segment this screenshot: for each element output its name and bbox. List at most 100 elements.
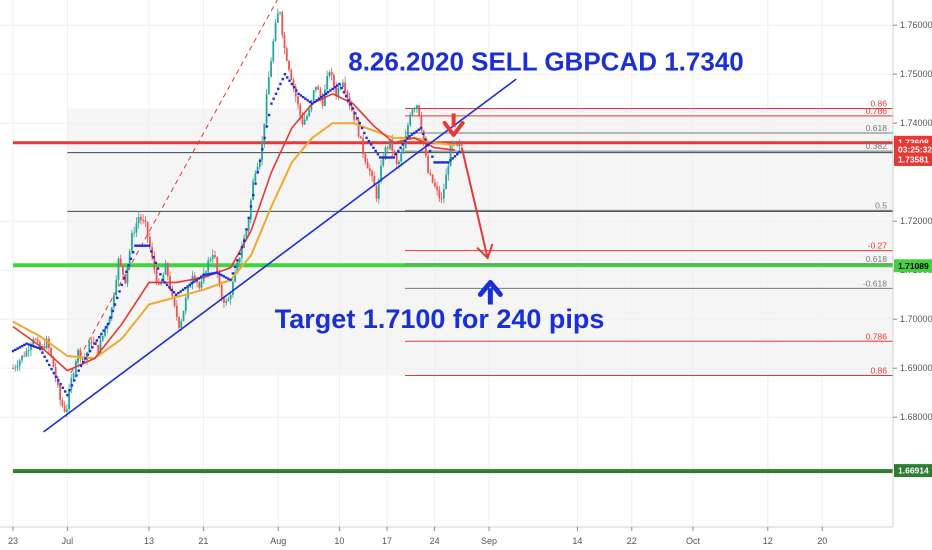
blue-dot bbox=[161, 278, 164, 282]
candle-body bbox=[36, 339, 39, 342]
blue-dot bbox=[48, 363, 51, 367]
time-axis[interactable]: 23 Jul 13 21 Aug 10 17 24 Sep 14 22 Oct 12 20 bbox=[0, 526, 932, 550]
candle-body bbox=[171, 289, 174, 297]
candle-body bbox=[77, 349, 79, 362]
price-axis[interactable]: 1.770001.760001.750001.740001.720001.710… bbox=[892, 0, 932, 550]
blue-dot bbox=[104, 326, 108, 329]
blue-dot bbox=[306, 99, 309, 102]
blue-dot bbox=[365, 136, 368, 140]
time-tick-label: Aug bbox=[270, 536, 286, 546]
blue-dot bbox=[347, 99, 350, 102]
candle-body bbox=[25, 350, 28, 357]
candle-body bbox=[220, 284, 223, 298]
candle-body bbox=[54, 366, 57, 379]
candle-body bbox=[285, 48, 288, 61]
candle-body bbox=[166, 263, 169, 277]
candle-body bbox=[288, 60, 290, 70]
blue-dot bbox=[456, 153, 459, 156]
blue-dot bbox=[61, 386, 65, 389]
blue-dot bbox=[107, 322, 110, 326]
candle-body bbox=[451, 142, 454, 146]
blue-dot bbox=[188, 283, 191, 287]
candle-body bbox=[292, 79, 295, 88]
blue-dot bbox=[52, 371, 55, 375]
blue-dot bbox=[70, 384, 74, 387]
blue-dot bbox=[163, 281, 167, 284]
blue-dot bbox=[75, 374, 78, 377]
blue-dot bbox=[401, 143, 405, 146]
candle-body bbox=[104, 328, 106, 336]
blue-dot bbox=[263, 136, 266, 140]
candle-body bbox=[133, 232, 136, 234]
candle-body bbox=[30, 344, 32, 351]
candle-body bbox=[402, 147, 405, 154]
blue-dot bbox=[403, 139, 407, 143]
blue-dot bbox=[131, 251, 135, 254]
blue-dot bbox=[417, 128, 420, 131]
candle-body bbox=[254, 173, 257, 182]
candle-body bbox=[27, 350, 30, 352]
blue-dot bbox=[335, 84, 339, 87]
blue-dot bbox=[122, 277, 126, 280]
candle-body bbox=[337, 87, 340, 97]
fib-level-label: -0.27 bbox=[868, 241, 888, 251]
blue-dot bbox=[458, 150, 461, 154]
candle-body bbox=[209, 259, 212, 261]
blue-dot bbox=[265, 125, 269, 128]
blue-dot bbox=[152, 255, 155, 259]
candle-body bbox=[409, 114, 412, 126]
candle-body bbox=[445, 174, 447, 190]
blue-dot bbox=[304, 97, 307, 100]
blue-dot bbox=[315, 99, 318, 102]
blue-dot bbox=[383, 156, 386, 159]
blue-dot bbox=[156, 267, 160, 270]
blue-dot bbox=[211, 272, 214, 275]
blue-dot bbox=[109, 316, 112, 319]
time-tick-label: 23 bbox=[8, 536, 18, 546]
blue-dot bbox=[358, 122, 361, 125]
candle-body bbox=[270, 61, 272, 77]
candle-body bbox=[391, 139, 394, 151]
blue-dot bbox=[437, 161, 441, 164]
candle-body bbox=[95, 342, 97, 345]
blue-dot bbox=[277, 87, 280, 91]
price-axis-bg bbox=[893, 0, 932, 550]
blue-dot bbox=[444, 161, 448, 164]
candle-body bbox=[205, 271, 207, 273]
blue-dot bbox=[136, 244, 139, 247]
blue-dot bbox=[45, 359, 49, 363]
chart-annotation: Target 1.7100 for 240 pips bbox=[275, 304, 605, 334]
blue-dot bbox=[63, 390, 67, 393]
blue-dot bbox=[258, 159, 262, 162]
candle-body bbox=[303, 119, 306, 125]
candle-body bbox=[355, 119, 358, 121]
time-tick-label: Sep bbox=[481, 536, 497, 546]
fib-level-label: 0.618 bbox=[866, 123, 888, 133]
candle-body bbox=[436, 186, 439, 191]
blue-dot bbox=[138, 244, 142, 247]
candle-body bbox=[308, 109, 311, 117]
blue-dot bbox=[97, 335, 101, 339]
candle-body bbox=[50, 347, 53, 357]
candle-body bbox=[413, 108, 416, 110]
fib-level-label: -0.618 bbox=[863, 278, 887, 288]
time-tick-label: 20 bbox=[817, 536, 827, 546]
blue-dot bbox=[168, 286, 171, 289]
candle-body bbox=[344, 82, 347, 92]
time-tick-label: Oct bbox=[686, 536, 701, 546]
candle-body bbox=[43, 346, 46, 349]
candle-body bbox=[240, 247, 243, 258]
candle-body bbox=[157, 282, 160, 285]
candle-body bbox=[346, 91, 349, 98]
candle-body bbox=[371, 171, 373, 177]
candle-body bbox=[460, 144, 463, 146]
fib-level-label: 0.786 bbox=[866, 106, 888, 116]
candle-body bbox=[117, 258, 120, 280]
candle-body bbox=[180, 321, 183, 328]
candle-body bbox=[332, 74, 335, 87]
blue-dot bbox=[190, 282, 194, 285]
blue-dot bbox=[367, 139, 371, 143]
candle-body bbox=[319, 89, 322, 98]
candle-body bbox=[263, 123, 266, 143]
